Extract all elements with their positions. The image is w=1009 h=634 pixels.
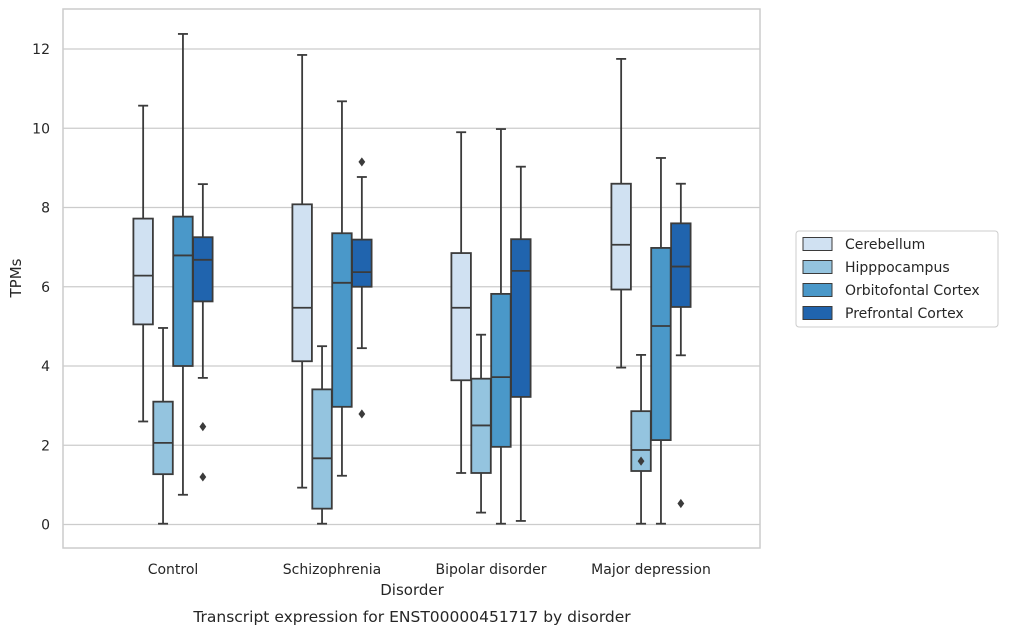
box-orbitofontal-cortex-bipolar-disorder: [490, 128, 512, 525]
x-tick-label: Major depression: [591, 562, 711, 578]
legend: Cerebellum Hipppocampus Orbitofontal Corte…: [795, 230, 999, 328]
box-prefrontal-cortex-bipolar-disorder: [510, 165, 532, 522]
box-iqr: [510, 238, 532, 398]
box-iqr: [291, 203, 313, 363]
box-iqr: [630, 410, 652, 472]
box-iqr: [351, 238, 373, 288]
box-prefrontal-cortex-control: [192, 183, 214, 482]
y-tick-label: 6: [41, 280, 50, 296]
box-iqr: [650, 247, 672, 441]
box-orbitofontal-cortex-schizophrenia: [331, 100, 353, 477]
y-tick-label: 0: [41, 518, 50, 534]
x-tick-label: Control: [148, 562, 199, 578]
legend-swatch: [802, 306, 833, 320]
legend-swatch: [802, 237, 833, 251]
y-tick-label: 8: [41, 201, 50, 217]
box-prefrontal-cortex-schizophrenia: [351, 157, 373, 419]
x-tick-labels: Control Schizophrenia Bipolar disorder Majo…: [148, 562, 711, 578]
outlier-point: [358, 409, 366, 419]
chart-caption: Transcript expression for ENST0000045171…: [192, 608, 631, 626]
box-cerebellum-bipolar-disorder: [450, 131, 472, 474]
box-hipppocampus-control: [152, 327, 174, 525]
box-iqr: [610, 182, 632, 291]
legend-swatch: [802, 283, 833, 297]
box-iqr: [311, 388, 333, 510]
box-hipppocampus-major-depression: [630, 354, 652, 525]
y-tick-labels: 0 2 4 6 8 10 12: [32, 42, 50, 534]
y-tick-label: 4: [41, 359, 50, 375]
box-cerebellum-schizophrenia: [291, 54, 313, 489]
legend-label: Hipppocampus: [845, 260, 950, 276]
legend-label: Cerebellum: [845, 237, 925, 253]
outlier-point: [358, 157, 366, 167]
legend-label: Orbitofontal Cortex: [845, 283, 980, 299]
outlier-point: [677, 498, 685, 509]
box-iqr: [450, 252, 472, 382]
box-orbitofontal-cortex-control: [172, 33, 194, 496]
box-groups: [132, 33, 692, 525]
outlier-point: [199, 422, 207, 432]
legend-frame: [795, 230, 999, 328]
x-axis-title: Disorder: [380, 581, 444, 599]
box-hipppocampus-bipolar-disorder: [470, 333, 492, 514]
legend-label: Prefrontal Cortex: [845, 306, 964, 322]
box-cerebellum-control: [132, 104, 154, 423]
x-tick-label: Schizophrenia: [283, 562, 381, 578]
box-orbitofontal-cortex-major-depression: [650, 157, 672, 525]
plot-frame: [62, 8, 761, 549]
y-tick-label: 2: [41, 438, 50, 454]
y-axis-title: TPMs: [7, 258, 25, 298]
box-prefrontal-cortex-major-depression: [670, 182, 692, 509]
box-iqr: [132, 217, 154, 326]
box-cerebellum-major-depression: [610, 58, 632, 369]
x-tick-label: Bipolar disorder: [435, 562, 546, 578]
y-tick-label: 10: [32, 121, 50, 137]
box-iqr: [331, 232, 353, 408]
box-iqr: [490, 292, 512, 448]
box-iqr: [670, 222, 692, 308]
box-iqr: [192, 236, 214, 303]
box-hipppocampus-schizophrenia: [311, 345, 333, 525]
legend-swatch: [802, 260, 833, 274]
outlier-point: [199, 472, 207, 482]
box-iqr: [152, 400, 174, 476]
y-tick-label: 12: [32, 42, 50, 58]
outlier-point: [637, 456, 645, 466]
box-iqr: [172, 215, 194, 367]
